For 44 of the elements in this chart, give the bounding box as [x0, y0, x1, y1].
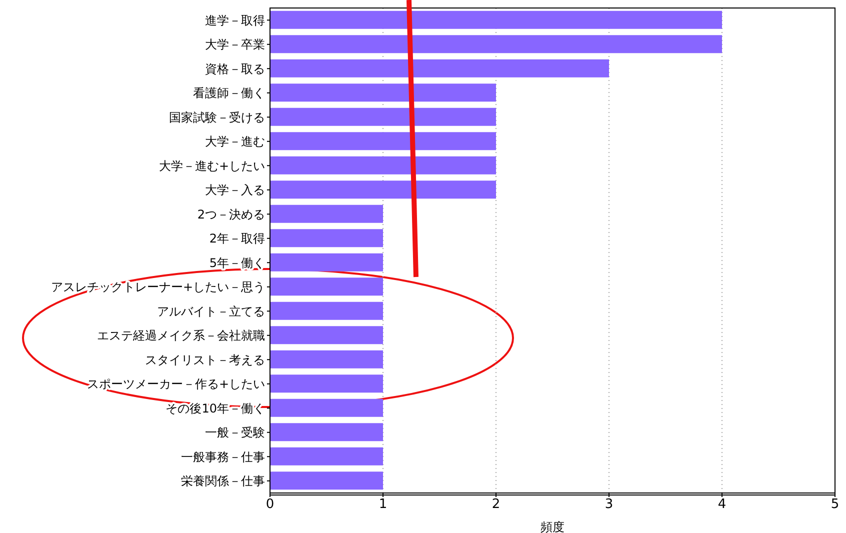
- bar: [270, 472, 383, 490]
- y-tick-label: アルバイト－立てる: [157, 304, 265, 318]
- bar: [270, 84, 496, 102]
- y-tick-label: 大学－進む: [205, 134, 265, 149]
- y-tick-label: エステ経過メイク系－会社就職: [97, 328, 265, 343]
- y-tick-label: 2つ－決める: [197, 207, 265, 222]
- y-tick-label: 大学－入る: [205, 183, 265, 198]
- bar: [270, 35, 722, 54]
- bar: [270, 132, 496, 150]
- bar: [270, 423, 383, 442]
- y-tick-label: 5年－働く: [209, 256, 265, 270]
- x-tick-label: 4: [718, 497, 726, 512]
- y-tick-label: 国家試験－受ける: [169, 110, 265, 124]
- x-tick-label: 3: [604, 497, 614, 512]
- y-tick-label: 2年－取得: [209, 232, 265, 246]
- y-tick-label: 資格－取る: [205, 62, 265, 76]
- bar: [270, 447, 383, 466]
- bar: [270, 374, 383, 393]
- y-tick-label: 一般－受験: [205, 426, 265, 440]
- bar: [270, 229, 383, 248]
- bar: [270, 326, 383, 344]
- x-axis-title: 頻度: [540, 520, 564, 533]
- y-tick-label: 栄養関係－仕事: [181, 474, 265, 488]
- x-tick-label: 2: [492, 497, 500, 512]
- y-tick-label: 進学－取得: [205, 13, 265, 28]
- x-tick-label: 0: [266, 497, 274, 512]
- x-tick-label: 5: [830, 497, 840, 512]
- y-tick-label: 一般事務－仕事: [181, 450, 265, 464]
- bar: [270, 278, 383, 296]
- bar: [270, 59, 609, 78]
- bar: [270, 302, 383, 320]
- y-tick-label: 大学－卒業: [205, 38, 265, 52]
- y-tick-label: 大学－進む+したい: [158, 158, 265, 173]
- y-tick-label: スタイリスト－考える: [145, 352, 265, 367]
- x-tick-label: 1: [378, 497, 388, 512]
- bar: [270, 180, 496, 199]
- bar: [270, 253, 383, 272]
- bar: [270, 156, 496, 174]
- bar: [270, 350, 383, 368]
- bar: [270, 10, 722, 29]
- bar: [270, 204, 383, 223]
- y-tick-label: 看護師－働く: [193, 86, 265, 100]
- bar: [270, 398, 383, 417]
- bar: [270, 108, 496, 126]
